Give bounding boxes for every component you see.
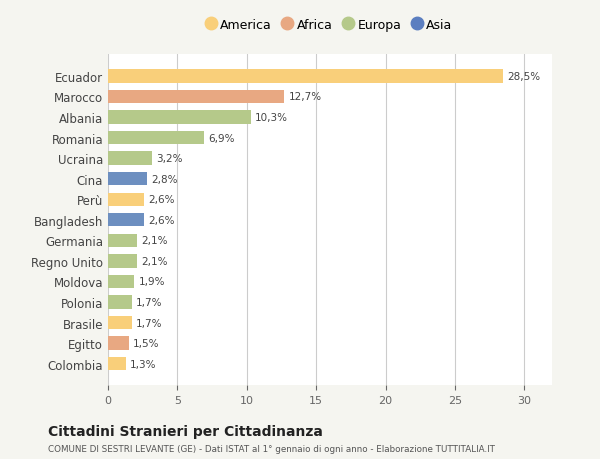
Legend: America, Africa, Europa, Asia: America, Africa, Europa, Asia	[203, 15, 457, 35]
Text: 10,3%: 10,3%	[255, 113, 288, 123]
Text: 12,7%: 12,7%	[289, 92, 322, 102]
Text: 2,8%: 2,8%	[151, 174, 178, 185]
Text: 6,9%: 6,9%	[208, 133, 235, 143]
Text: Cittadini Stranieri per Cittadinanza: Cittadini Stranieri per Cittadinanza	[48, 425, 323, 438]
Text: COMUNE DI SESTRI LEVANTE (GE) - Dati ISTAT al 1° gennaio di ogni anno - Elaboraz: COMUNE DI SESTRI LEVANTE (GE) - Dati IST…	[48, 444, 495, 453]
Text: 2,1%: 2,1%	[142, 256, 168, 266]
Text: 1,5%: 1,5%	[133, 338, 160, 348]
Text: 2,6%: 2,6%	[148, 195, 175, 205]
Bar	[108, 296, 131, 309]
Bar	[108, 152, 152, 165]
Bar	[108, 316, 131, 330]
Text: 1,7%: 1,7%	[136, 297, 162, 308]
Text: 1,9%: 1,9%	[139, 277, 165, 287]
Bar	[108, 111, 251, 124]
Text: 2,6%: 2,6%	[148, 215, 175, 225]
Text: 2,1%: 2,1%	[142, 236, 168, 246]
Text: 3,2%: 3,2%	[157, 154, 183, 164]
Bar	[108, 173, 147, 186]
Bar	[108, 337, 129, 350]
Bar	[108, 193, 144, 207]
Bar	[108, 213, 144, 227]
Bar	[108, 275, 134, 289]
Text: 1,7%: 1,7%	[136, 318, 162, 328]
Bar	[108, 90, 284, 104]
Bar	[108, 132, 204, 145]
Bar	[108, 357, 126, 370]
Text: 1,3%: 1,3%	[130, 359, 157, 369]
Bar	[108, 70, 503, 84]
Text: 28,5%: 28,5%	[508, 72, 541, 82]
Bar	[108, 255, 137, 268]
Bar	[108, 234, 137, 247]
